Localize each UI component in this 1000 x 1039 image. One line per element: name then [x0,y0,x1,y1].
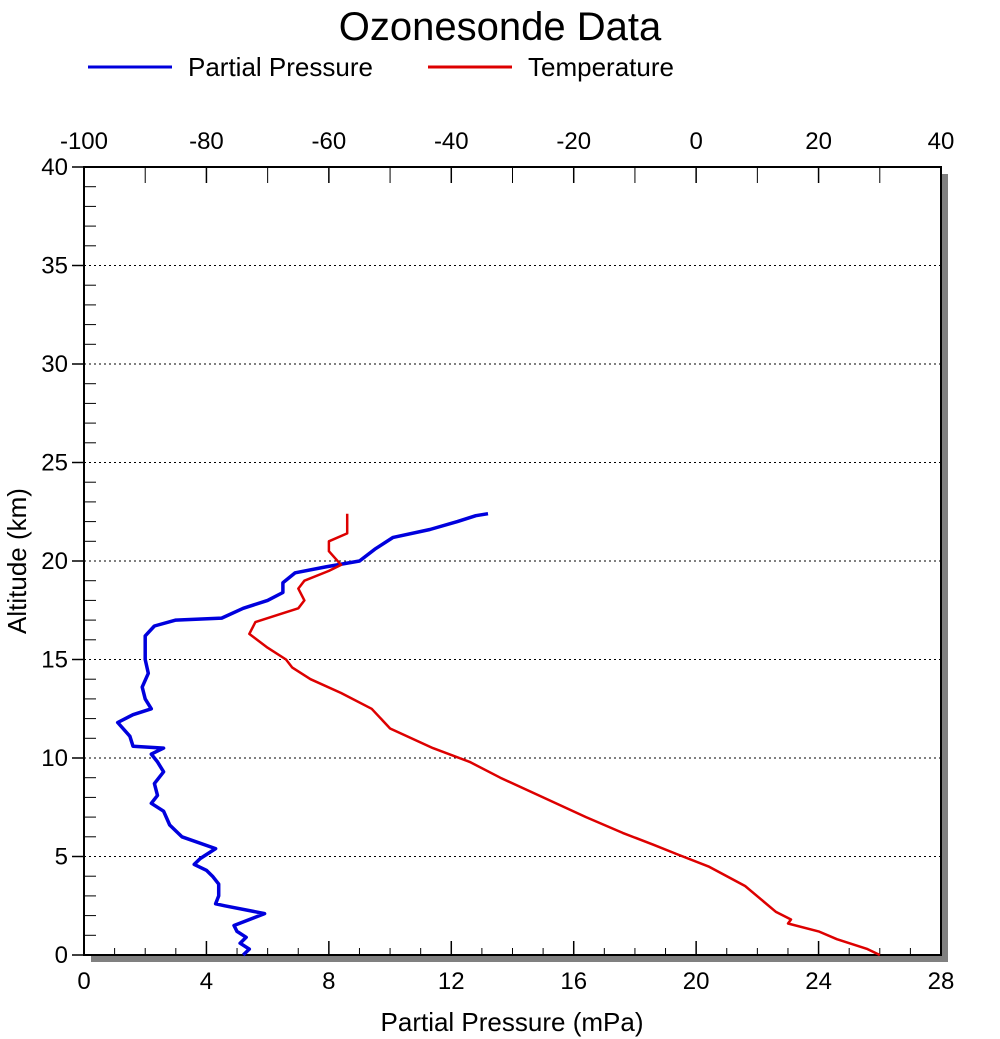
y-tick-label: 10 [41,745,68,772]
x-top-tick-label: -80 [189,128,224,155]
series-temperature [248,513,881,957]
x-bottom-tick-label: 0 [77,968,90,995]
data-series [115,511,881,957]
y-tick-label: 15 [41,647,68,674]
y-tick-label: 20 [41,548,68,575]
plot-frame [83,166,942,956]
x-top-tick-label: 20 [805,128,832,155]
legend-label-temperature: Temperature [528,52,674,82]
legend: Partial Pressure Temperature [88,52,674,82]
y-axis-label: Altitude (km) [2,488,32,634]
x-bottom-tick-label: 12 [438,968,465,995]
x-bottom-tick-label: 8 [322,968,335,995]
tick-labels: 0 5 10 15 20 25 30 35 40 0 4 8 12 16 20 24 28 -100 -80 -60 -… [41,128,954,995]
x-top-tick-label: -20 [556,128,591,155]
y-tick-label: 35 [41,253,68,280]
x-bottom-tick-label: 28 [928,968,955,995]
x-top-tick-label: 0 [689,128,702,155]
y-tick-label: 25 [41,450,68,477]
x-bottom-tick-label: 24 [805,968,832,995]
axis-ticks [72,166,942,956]
x-bottom-tick-label: 4 [200,968,213,995]
y-tick-label: 5 [55,844,68,871]
chart-title: Ozonesonde Data [339,5,662,49]
legend-label-partial-pressure: Partial Pressure [188,52,373,82]
y-tick-label: 0 [55,942,68,969]
x-axis-label: Partial Pressure (mPa) [381,1007,644,1037]
y-tick-label: 30 [41,351,68,378]
x-top-tick-label: -40 [434,128,469,155]
x-bottom-tick-label: 16 [560,968,587,995]
x-top-tick-label: -100 [60,128,108,155]
y-tick-label: 40 [41,154,68,181]
series-partial-pressure [115,511,489,957]
x-bottom-tick-label: 20 [683,968,710,995]
x-top-tick-label: 40 [928,128,955,155]
x-top-tick-label: -60 [312,128,347,155]
